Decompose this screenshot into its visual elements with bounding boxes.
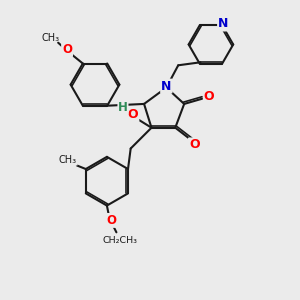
Text: O: O <box>204 90 214 103</box>
Text: N: N <box>218 17 229 31</box>
Text: H: H <box>118 101 128 114</box>
Text: CH₃: CH₃ <box>59 155 77 165</box>
Text: O: O <box>128 108 138 121</box>
Text: O: O <box>189 138 200 152</box>
Text: CH₂CH₃: CH₂CH₃ <box>103 236 138 244</box>
Text: N: N <box>161 80 172 93</box>
Text: O: O <box>107 214 117 227</box>
Text: CH₃: CH₃ <box>42 33 60 43</box>
Text: O: O <box>62 43 72 56</box>
